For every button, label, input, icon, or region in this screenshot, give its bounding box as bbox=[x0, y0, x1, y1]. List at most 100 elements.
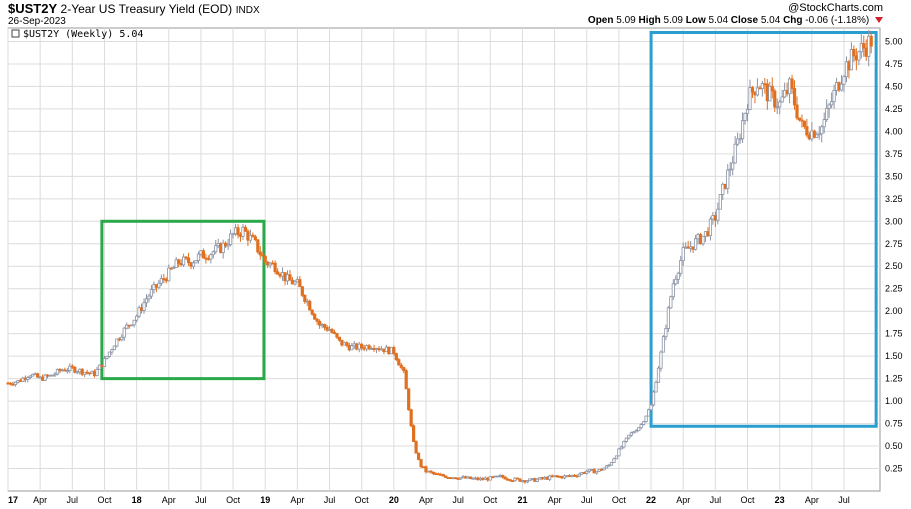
high-label: High bbox=[638, 15, 661, 26]
price-candle bbox=[231, 233, 235, 236]
price-candle bbox=[357, 343, 361, 350]
ticker-line: $UST2Y 2-Year US Treasury Yield (EOD) IN… bbox=[8, 1, 260, 16]
price-candle bbox=[127, 324, 131, 327]
ticker-exchange: INDX bbox=[235, 5, 260, 16]
price-candle bbox=[550, 475, 554, 478]
price-candle bbox=[743, 112, 747, 122]
price-candle bbox=[80, 368, 84, 375]
x-tick-label: Jul bbox=[710, 495, 722, 505]
price-candle bbox=[706, 231, 710, 237]
price-candle bbox=[154, 284, 159, 288]
price-candle bbox=[355, 343, 359, 350]
price-candle bbox=[763, 83, 767, 86]
x-tick-label: Apr bbox=[676, 495, 690, 505]
ticker-symbol: $UST2Y bbox=[8, 1, 57, 16]
price-candle bbox=[320, 324, 324, 326]
price-candle bbox=[288, 274, 292, 281]
price-candle bbox=[765, 83, 769, 102]
price-candle bbox=[842, 76, 846, 85]
price-candle bbox=[16, 380, 20, 383]
price-candle bbox=[523, 480, 527, 483]
price-candle bbox=[446, 477, 450, 479]
price-candle bbox=[275, 271, 280, 275]
price-candle bbox=[493, 475, 497, 478]
price-candle bbox=[745, 109, 750, 114]
price-candle bbox=[23, 377, 27, 380]
price-candle bbox=[13, 381, 18, 385]
price-candle bbox=[634, 430, 638, 433]
price-candle bbox=[253, 236, 257, 241]
price-candle bbox=[169, 267, 173, 270]
price-candle bbox=[785, 89, 789, 95]
price-candle bbox=[669, 296, 673, 309]
price-candle bbox=[362, 347, 366, 350]
price-candle bbox=[852, 48, 856, 57]
x-tick-label: Oct bbox=[226, 495, 241, 505]
price-candle bbox=[750, 87, 755, 93]
price-candle bbox=[473, 477, 478, 480]
price-candle bbox=[248, 234, 252, 241]
price-candle bbox=[115, 338, 119, 347]
price-candle bbox=[55, 368, 60, 375]
price-candle bbox=[738, 138, 742, 141]
price-candle bbox=[545, 476, 549, 480]
price-candle bbox=[834, 82, 839, 91]
price-candle bbox=[775, 106, 779, 109]
price-candle bbox=[795, 104, 799, 119]
price-candle bbox=[812, 130, 816, 138]
price-candle bbox=[740, 120, 745, 140]
chg-value: -0.06 (-1.18%) bbox=[805, 15, 870, 26]
ticker-description: 2-Year US Treasury Yield (EOD) bbox=[60, 2, 233, 16]
price-candle bbox=[609, 462, 614, 466]
price-candle bbox=[347, 345, 351, 351]
price-candle bbox=[567, 475, 572, 478]
price-candle bbox=[75, 371, 79, 374]
price-candle bbox=[65, 370, 69, 372]
price-candle bbox=[142, 302, 146, 311]
quote-summary: Open 5.09 High 5.09 Low 5.04 Close 5.04 … bbox=[588, 15, 883, 26]
price-candle bbox=[807, 134, 811, 140]
price-candle bbox=[503, 476, 507, 480]
price-candle bbox=[661, 336, 666, 353]
price-candle bbox=[130, 324, 134, 327]
price-candle bbox=[632, 431, 636, 434]
price-candle bbox=[6, 382, 10, 385]
price-candle bbox=[728, 168, 732, 171]
price-candle bbox=[196, 253, 201, 261]
price-candle bbox=[703, 231, 708, 237]
x-tick-label: Oct bbox=[355, 495, 370, 505]
price-candle bbox=[184, 256, 188, 259]
price-candle bbox=[258, 251, 262, 256]
price-candle bbox=[587, 469, 591, 472]
price-candle bbox=[797, 117, 802, 121]
price-candle bbox=[508, 479, 512, 482]
price-candle bbox=[815, 134, 819, 138]
price-candle bbox=[280, 272, 285, 277]
price-candle bbox=[748, 87, 752, 110]
price-candle bbox=[416, 452, 421, 460]
price-candle bbox=[854, 55, 858, 61]
price-candle bbox=[802, 120, 807, 127]
price-candle bbox=[496, 475, 500, 478]
price-candle bbox=[768, 85, 772, 102]
price-candle bbox=[256, 239, 260, 253]
price-candle bbox=[548, 475, 552, 480]
price-candle bbox=[513, 477, 517, 482]
price-candle bbox=[389, 347, 393, 355]
down-arrow-icon bbox=[875, 17, 883, 24]
price-candle bbox=[800, 119, 804, 122]
y-tick-label: 1.25 bbox=[885, 374, 903, 384]
x-tick-label: Jul bbox=[324, 495, 336, 505]
y-tick-label: 3.75 bbox=[885, 149, 903, 159]
price-candle bbox=[122, 327, 126, 338]
price-candle bbox=[300, 286, 304, 296]
y-tick-label: 0.75 bbox=[885, 419, 903, 429]
price-candle bbox=[50, 374, 55, 377]
price-candle bbox=[335, 333, 339, 338]
price-candle bbox=[199, 250, 203, 255]
x-tick-label: Oct bbox=[741, 495, 756, 505]
price-candle bbox=[570, 474, 574, 477]
y-tick-label: 1.50 bbox=[885, 351, 903, 361]
price-candle bbox=[773, 90, 777, 108]
price-candle bbox=[827, 104, 831, 109]
